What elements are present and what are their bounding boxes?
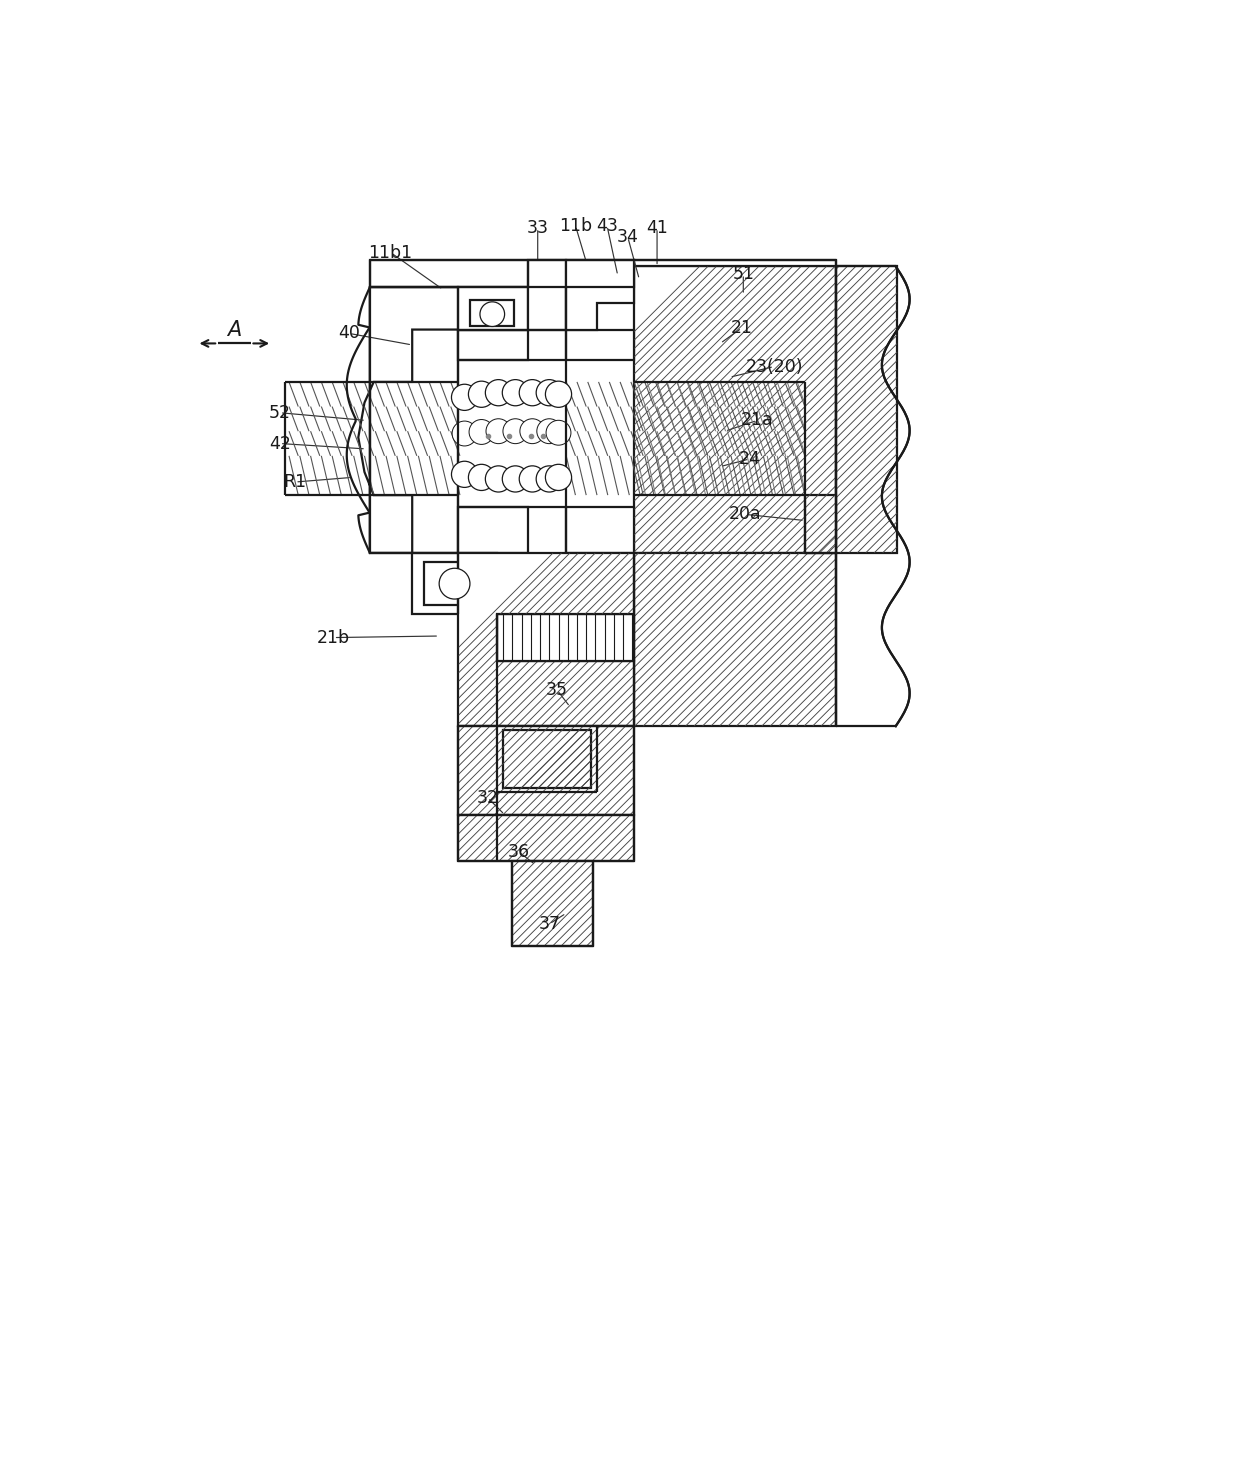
Circle shape bbox=[485, 379, 512, 405]
Circle shape bbox=[503, 418, 528, 443]
Polygon shape bbox=[528, 385, 567, 493]
Text: 52: 52 bbox=[269, 404, 290, 421]
Polygon shape bbox=[567, 506, 634, 553]
Circle shape bbox=[537, 418, 562, 443]
Circle shape bbox=[451, 385, 477, 411]
Polygon shape bbox=[805, 494, 836, 553]
Circle shape bbox=[502, 465, 528, 492]
Polygon shape bbox=[497, 726, 596, 791]
Text: R1: R1 bbox=[284, 473, 306, 492]
Circle shape bbox=[520, 379, 546, 405]
Circle shape bbox=[536, 379, 563, 405]
Circle shape bbox=[451, 461, 477, 487]
Text: 21a: 21a bbox=[740, 411, 774, 430]
Polygon shape bbox=[370, 287, 459, 553]
Text: 21: 21 bbox=[730, 319, 753, 336]
Polygon shape bbox=[503, 730, 590, 787]
Polygon shape bbox=[836, 266, 895, 726]
Polygon shape bbox=[805, 494, 836, 553]
Text: 11b: 11b bbox=[559, 217, 591, 234]
Circle shape bbox=[469, 382, 495, 407]
Text: 35: 35 bbox=[546, 680, 568, 699]
Text: 43: 43 bbox=[596, 217, 618, 234]
Text: 24: 24 bbox=[739, 451, 760, 468]
Polygon shape bbox=[634, 553, 836, 726]
Circle shape bbox=[546, 464, 572, 490]
Polygon shape bbox=[634, 382, 805, 494]
Polygon shape bbox=[459, 382, 564, 494]
Circle shape bbox=[536, 465, 563, 492]
Polygon shape bbox=[424, 562, 485, 606]
Circle shape bbox=[502, 379, 528, 405]
Polygon shape bbox=[512, 860, 593, 945]
Text: 51: 51 bbox=[733, 265, 754, 284]
Polygon shape bbox=[370, 260, 634, 287]
Text: 40: 40 bbox=[339, 325, 360, 342]
Polygon shape bbox=[459, 506, 528, 553]
Circle shape bbox=[439, 568, 470, 598]
Circle shape bbox=[453, 421, 477, 446]
Text: A: A bbox=[227, 319, 242, 339]
Polygon shape bbox=[567, 260, 634, 329]
Polygon shape bbox=[459, 815, 634, 860]
Circle shape bbox=[520, 418, 544, 443]
Text: 23(20): 23(20) bbox=[745, 357, 802, 376]
Polygon shape bbox=[459, 329, 528, 360]
Polygon shape bbox=[470, 300, 513, 326]
Polygon shape bbox=[475, 304, 510, 322]
Text: 33: 33 bbox=[527, 219, 549, 237]
Polygon shape bbox=[412, 553, 497, 614]
Text: 42: 42 bbox=[269, 435, 290, 452]
Text: 34: 34 bbox=[616, 228, 639, 246]
Text: 32: 32 bbox=[476, 789, 498, 806]
Polygon shape bbox=[358, 287, 459, 553]
Text: 41: 41 bbox=[646, 219, 668, 237]
Circle shape bbox=[546, 420, 570, 445]
Text: 21b: 21b bbox=[317, 629, 350, 647]
Polygon shape bbox=[497, 614, 634, 661]
Polygon shape bbox=[528, 260, 567, 329]
Polygon shape bbox=[285, 382, 634, 494]
Polygon shape bbox=[459, 287, 528, 329]
Circle shape bbox=[486, 418, 511, 443]
Text: 20a: 20a bbox=[729, 505, 761, 524]
Text: 11b1: 11b1 bbox=[368, 243, 413, 262]
Circle shape bbox=[485, 465, 512, 492]
Circle shape bbox=[520, 465, 546, 492]
Polygon shape bbox=[634, 266, 836, 553]
Polygon shape bbox=[567, 329, 634, 360]
Circle shape bbox=[469, 420, 494, 445]
Circle shape bbox=[480, 301, 505, 326]
Polygon shape bbox=[634, 260, 836, 266]
Circle shape bbox=[469, 464, 495, 490]
Polygon shape bbox=[459, 726, 634, 815]
Polygon shape bbox=[459, 553, 634, 726]
Text: 37: 37 bbox=[538, 914, 560, 933]
Text: 36: 36 bbox=[507, 843, 529, 860]
Polygon shape bbox=[285, 385, 459, 493]
Polygon shape bbox=[836, 266, 898, 553]
Polygon shape bbox=[429, 566, 480, 601]
Polygon shape bbox=[373, 382, 459, 494]
Circle shape bbox=[546, 382, 572, 407]
